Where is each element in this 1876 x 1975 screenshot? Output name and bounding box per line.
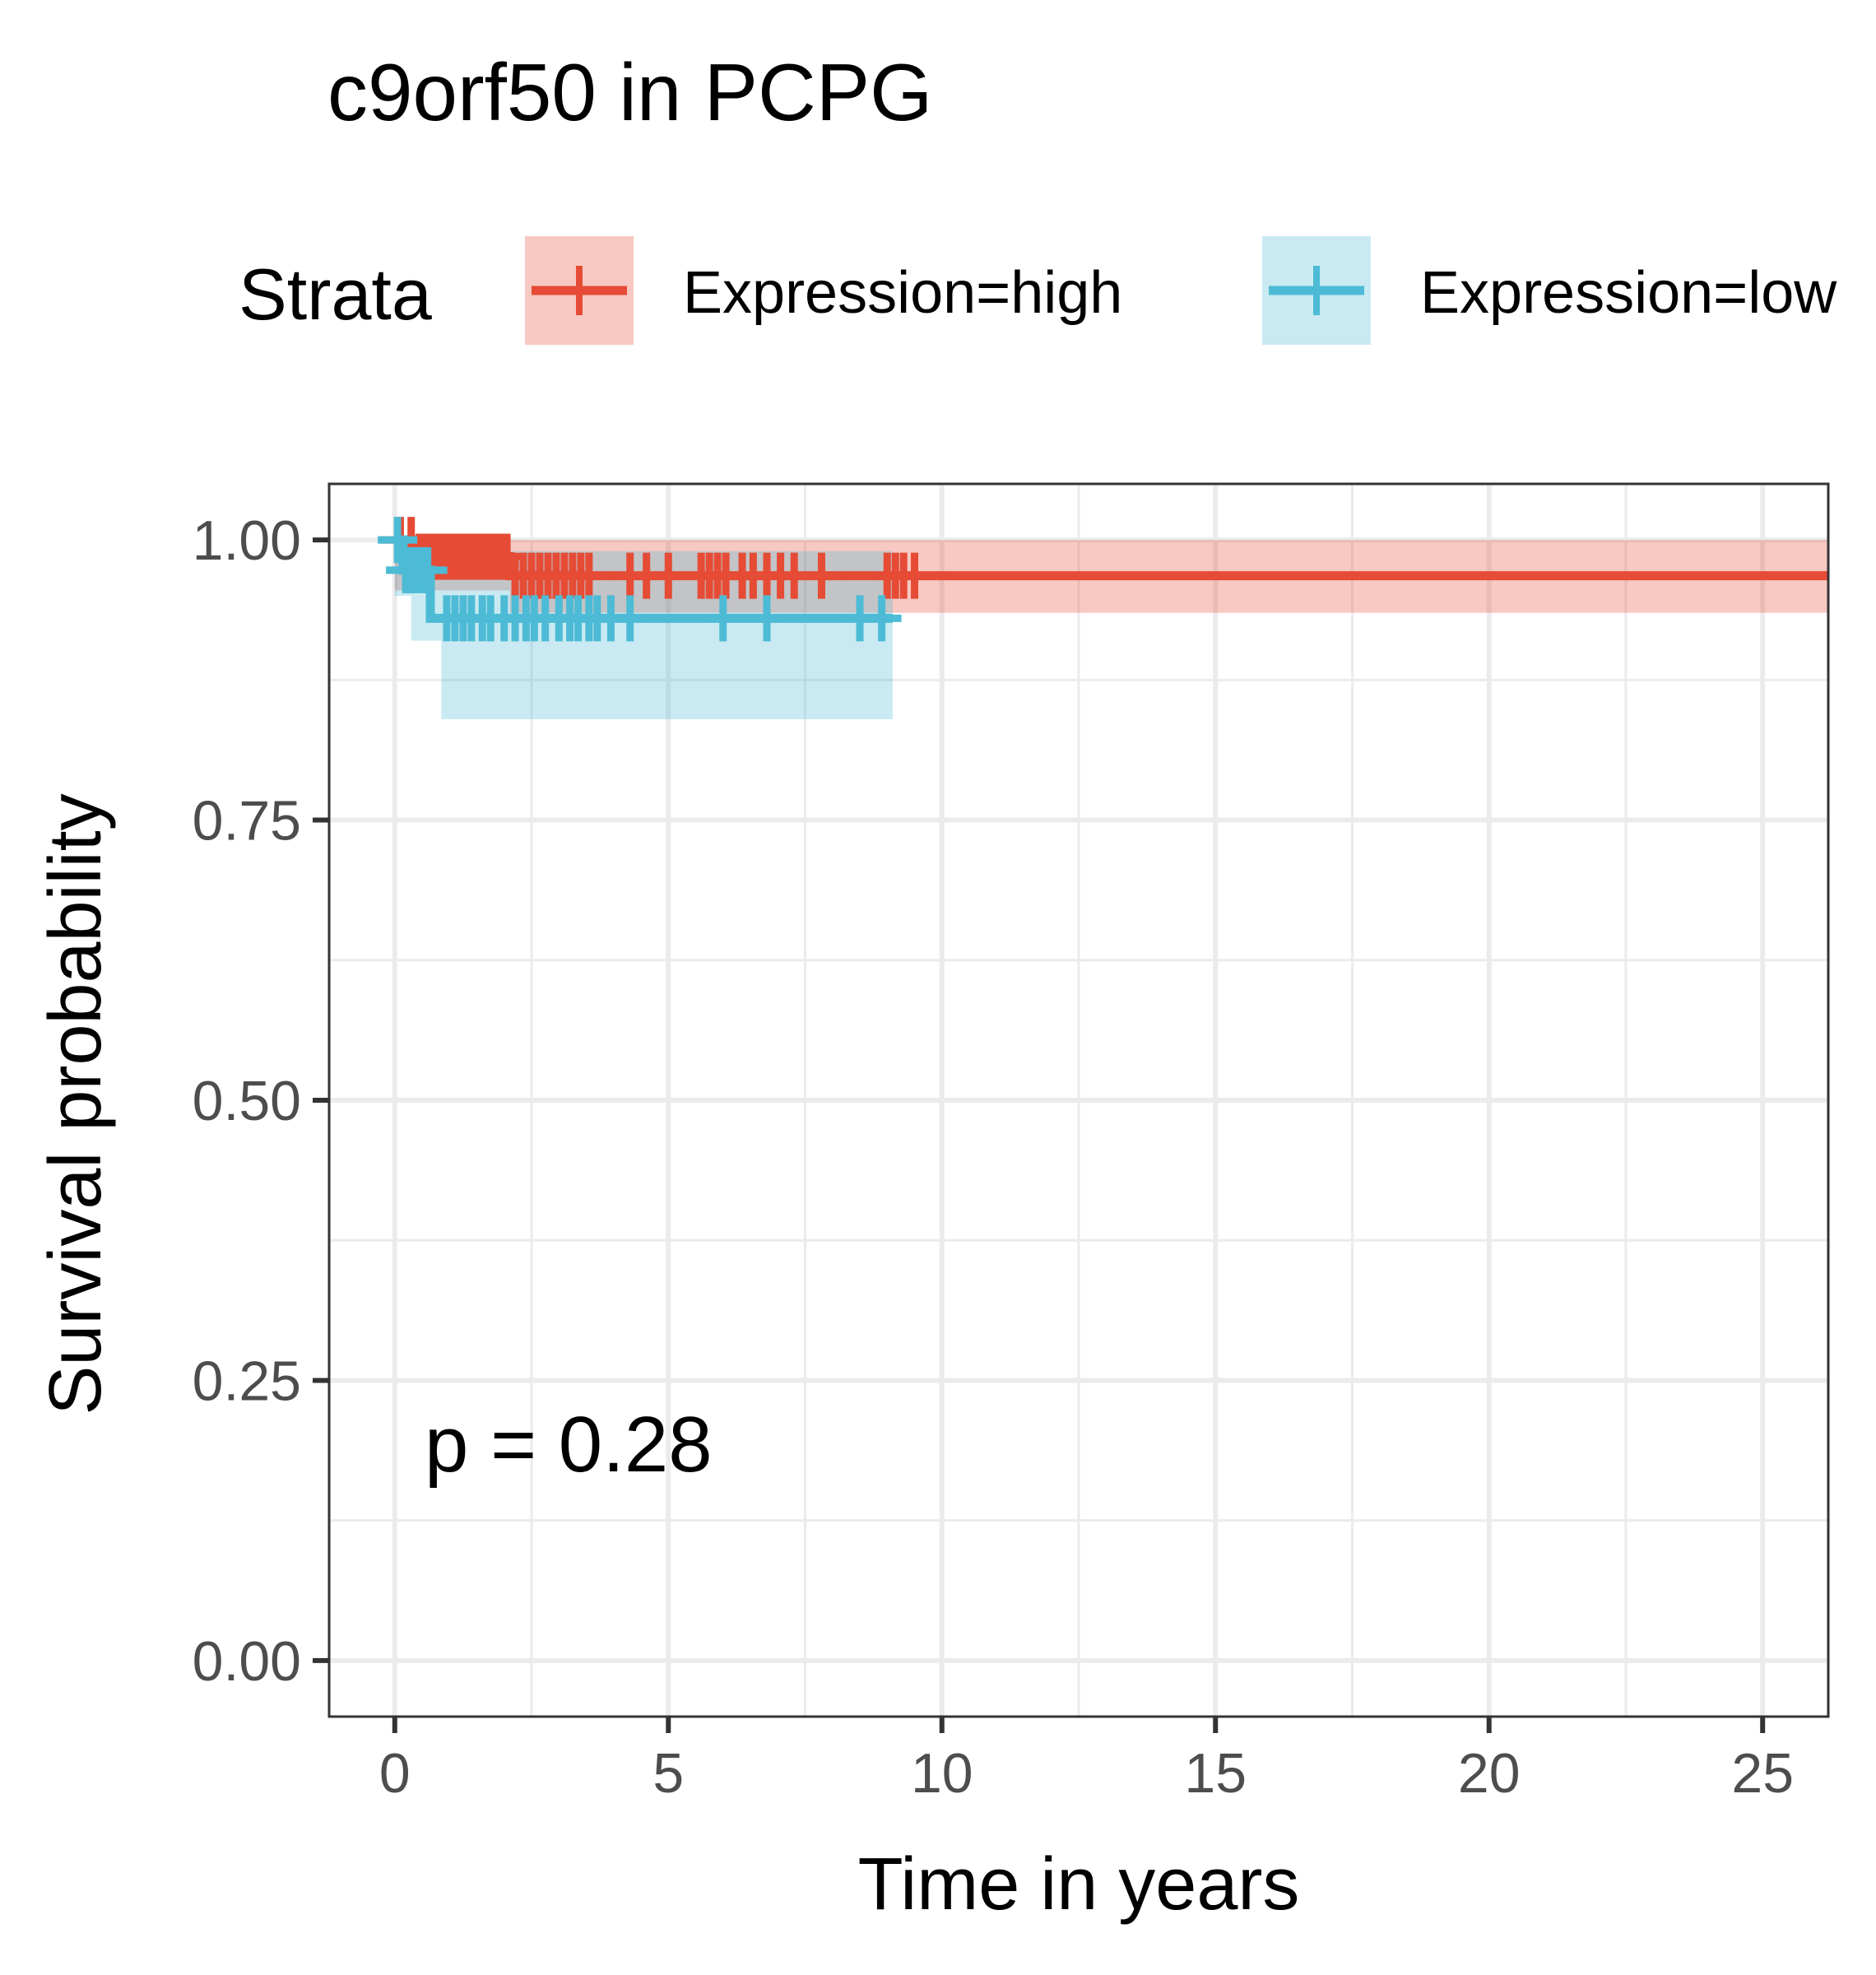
censor-mark-high bbox=[894, 552, 935, 599]
x-tick-label: 25 bbox=[1731, 1742, 1794, 1805]
y-axis-title: Survival probability bbox=[35, 793, 117, 1415]
legend-label-high: Expression=high bbox=[683, 260, 1122, 326]
legend-title: Strata bbox=[239, 253, 432, 335]
x-axis-title: Time in years bbox=[858, 1843, 1300, 1926]
x-tick-label: 5 bbox=[652, 1742, 684, 1805]
x-tick-label: 0 bbox=[379, 1742, 411, 1805]
censor-mark-low bbox=[861, 595, 902, 642]
legend-item-low: Expression=low bbox=[1262, 236, 1837, 345]
y-tick-label: 0.75 bbox=[193, 790, 301, 853]
chart-title: c9orf50 in PCPG bbox=[327, 47, 932, 137]
legend-label-low: Expression=low bbox=[1420, 260, 1837, 326]
censor-mark-low bbox=[610, 595, 650, 642]
censor-mark-low bbox=[378, 517, 418, 564]
y-tick-label: 0.50 bbox=[193, 1070, 301, 1132]
censor-mark-low bbox=[746, 595, 787, 642]
x-tick-label: 15 bbox=[1184, 1742, 1247, 1805]
censor-mark-low bbox=[703, 595, 743, 642]
plot-area: 0.00 0.25 0.50 0.75 1.00 0 5 10 15 20 25 bbox=[193, 482, 1830, 1805]
y-tick-label: 1.00 bbox=[193, 509, 301, 572]
legend: Strata Expression=high Expression=low bbox=[239, 236, 1837, 345]
legend-item-high: Expression=high bbox=[525, 236, 1122, 345]
censor-mark-high bbox=[569, 552, 609, 599]
x-tick-label: 20 bbox=[1458, 1742, 1521, 1805]
censor-mark-low bbox=[407, 546, 448, 593]
y-tick-label: 0.25 bbox=[193, 1350, 301, 1412]
p-value-annotation: p = 0.28 bbox=[425, 1401, 713, 1489]
y-tick-label: 0.00 bbox=[193, 1630, 301, 1693]
censor-mark-high bbox=[801, 552, 842, 599]
x-tick-label: 10 bbox=[911, 1742, 973, 1805]
